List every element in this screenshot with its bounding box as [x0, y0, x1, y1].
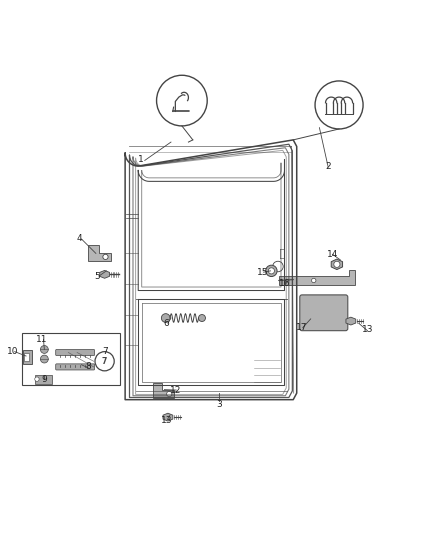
Circle shape	[103, 254, 108, 260]
Text: 7: 7	[102, 347, 108, 356]
Text: 10: 10	[7, 347, 19, 356]
Circle shape	[311, 278, 316, 282]
Circle shape	[266, 265, 277, 277]
FancyBboxPatch shape	[56, 364, 95, 370]
FancyBboxPatch shape	[300, 295, 348, 330]
Text: 3: 3	[216, 400, 222, 408]
Circle shape	[35, 377, 39, 381]
Text: 13: 13	[161, 416, 173, 425]
Circle shape	[40, 355, 48, 363]
Text: 16: 16	[279, 279, 290, 288]
Circle shape	[161, 313, 170, 322]
Circle shape	[315, 81, 363, 129]
FancyBboxPatch shape	[21, 333, 120, 385]
Polygon shape	[331, 259, 343, 270]
FancyBboxPatch shape	[56, 350, 95, 356]
Text: 2: 2	[325, 161, 331, 171]
Polygon shape	[279, 270, 355, 285]
Circle shape	[334, 261, 340, 268]
Text: 8: 8	[85, 362, 91, 372]
Text: 12: 12	[170, 386, 181, 395]
Circle shape	[40, 345, 48, 353]
Text: 15: 15	[257, 268, 268, 277]
Polygon shape	[88, 245, 111, 261]
Text: 11: 11	[36, 335, 48, 344]
Text: 6: 6	[164, 319, 170, 328]
Text: 17: 17	[296, 323, 308, 332]
Text: 14: 14	[327, 250, 338, 259]
Polygon shape	[100, 270, 110, 278]
Circle shape	[198, 314, 205, 321]
Text: 4: 4	[77, 233, 82, 243]
FancyBboxPatch shape	[24, 353, 28, 361]
Circle shape	[273, 261, 283, 272]
Circle shape	[156, 75, 207, 126]
Polygon shape	[163, 413, 173, 421]
FancyBboxPatch shape	[35, 375, 52, 384]
Circle shape	[166, 391, 172, 397]
FancyBboxPatch shape	[23, 350, 32, 364]
Text: 5: 5	[94, 272, 99, 280]
Circle shape	[268, 268, 275, 274]
Text: 13: 13	[362, 325, 373, 334]
Text: 9: 9	[42, 375, 47, 384]
Text: 1: 1	[138, 155, 143, 164]
Text: 7: 7	[102, 357, 107, 366]
Circle shape	[95, 352, 114, 371]
Polygon shape	[346, 317, 356, 325]
Polygon shape	[152, 383, 174, 398]
